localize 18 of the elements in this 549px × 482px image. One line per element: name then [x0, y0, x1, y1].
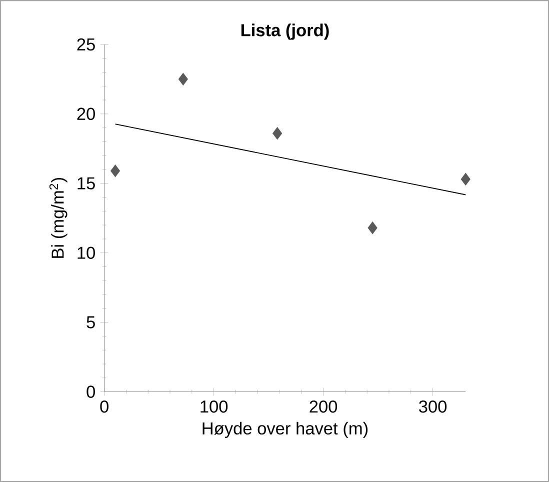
point [178, 72, 188, 86]
y-axis-title: Bi (mg/m$^{2}$) [49, 178, 68, 258]
y-tick-label: 0 [86, 386, 95, 398]
point [272, 127, 282, 140]
y-tick-label: 5 [86, 316, 95, 328]
chart-title: Lista (jord) [241, 24, 329, 40]
y-tick-label: 20 [77, 108, 95, 120]
x-axis-title: Høyde over havet (m) [202, 422, 368, 438]
point [110, 164, 120, 178]
x-tick-label: 0 [100, 400, 108, 413]
x-tick-label: 300 [419, 400, 447, 413]
x-tick-label: 100 [200, 400, 228, 413]
y-tick-label: 25 [77, 38, 95, 51]
y-tick-label: 10 [78, 246, 95, 259]
y-tick-label: 15 [78, 177, 95, 190]
x-tick-label: 200 [310, 400, 338, 413]
point [460, 172, 470, 186]
point [368, 222, 378, 234]
